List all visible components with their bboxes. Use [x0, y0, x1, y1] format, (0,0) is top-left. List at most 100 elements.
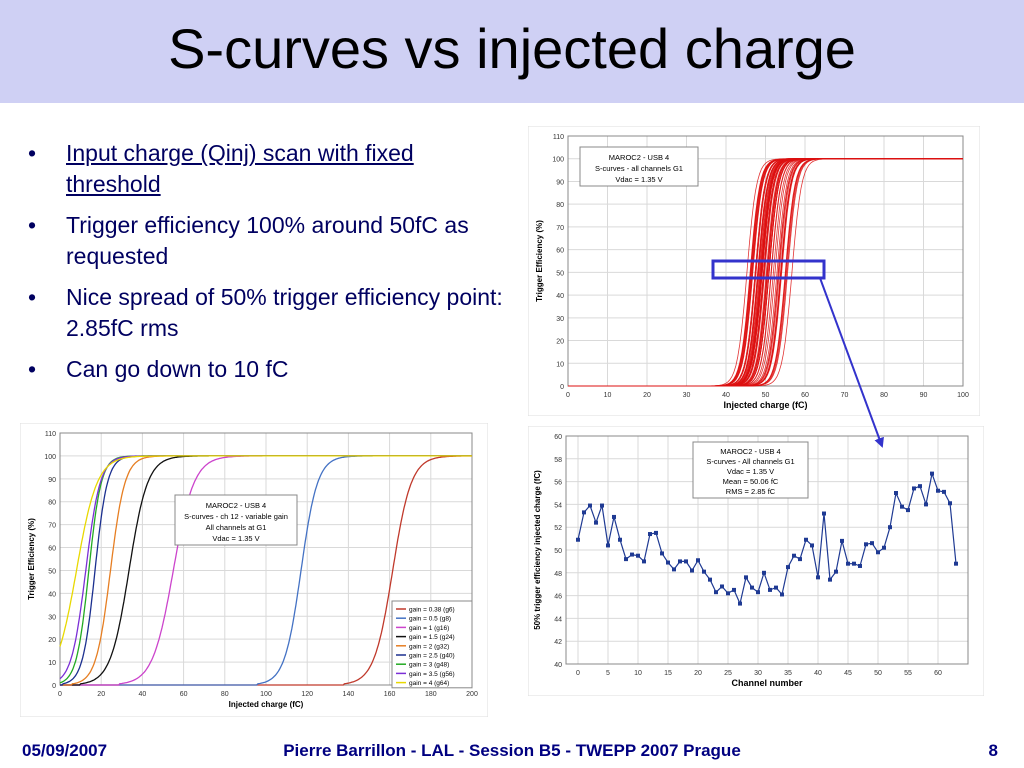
- chart-c-ytick-label: 40: [48, 591, 56, 598]
- chart-b-annotation-line: S-curves - All channels G1: [706, 457, 794, 466]
- chart-b-point: [804, 537, 808, 542]
- chart-b-point: [594, 520, 598, 525]
- chart-c-legend-label: gain = 0.38 (g6): [409, 607, 455, 614]
- chart-50pct-point-per-channel: 0 5 10 15 20 25 30 35 40 45 50 55 60 40 42 44 46 48 50 52 5…: [528, 426, 984, 696]
- chart-a-x-axis-label: Injected charge (fC): [723, 400, 807, 410]
- chart-b-point: [840, 538, 844, 543]
- chart-b-point: [660, 551, 664, 556]
- chart-a-plot-frame: [567, 135, 964, 387]
- chart-b-point: [900, 504, 904, 509]
- chart-a-ytick-label: 90: [556, 179, 564, 186]
- chart-a-ytick-label: 110: [553, 134, 564, 141]
- chart-b-ytick-label: 58: [554, 457, 562, 464]
- chart-b-xtick-labels: 0 5 10 15 20 25 30 35 40 45 50 55 60: [576, 670, 942, 677]
- chart-c-ytick-label: 20: [48, 637, 56, 644]
- chart-b-ytick-label: 44: [554, 616, 562, 623]
- chart-b-point: [756, 590, 760, 595]
- chart-c-legend-label: gain = 4 (g64): [409, 680, 449, 687]
- footer-page-number: 8: [988, 741, 998, 760]
- chart-b-point: [672, 567, 676, 572]
- chart-a-xtick-label: 30: [683, 392, 691, 399]
- chart-b-point: [822, 511, 826, 516]
- chart-a-scurve-ch63: [568, 158, 963, 387]
- chart-c-legend-label: gain = 2 (g32): [409, 643, 449, 650]
- chart-c-xtick-label: 100: [260, 691, 272, 698]
- chart-b-point: [666, 560, 670, 565]
- chart-b-point: [696, 558, 700, 563]
- chart-b-point: [906, 508, 910, 513]
- chart-b-point: [642, 559, 646, 564]
- bullet-item-qinj-scan[interactable]: Input charge (Qinj) scan with fixed thre…: [28, 138, 508, 200]
- chart-b-point: [816, 575, 820, 580]
- chart-c-annotation-line: Vdac = 1.35 V: [212, 534, 259, 543]
- chart-b-ytick-label: 50: [554, 548, 562, 555]
- chart-c-legend: gain = 0.38 (g6) gain = 0.5 (g8) gain = 1 …: [391, 600, 473, 689]
- chart-b-point: [954, 561, 958, 566]
- chart-b-annotation-line: RMS = 2.85 fC: [726, 487, 776, 496]
- chart-c-ytick-label: 0: [52, 683, 56, 690]
- chart-b-point: [684, 559, 688, 564]
- chart-b-point: [828, 577, 832, 582]
- chart-b-point: [888, 525, 892, 530]
- chart-a-ytick-label: 100: [552, 157, 564, 164]
- chart-b-series-line: [577, 471, 957, 606]
- chart-b-xtick-label: 15: [664, 670, 672, 677]
- chart-c-xtick-label: 120: [301, 691, 313, 698]
- chart-b-ytick-label: 46: [554, 594, 562, 601]
- chart-b-point: [942, 489, 946, 494]
- chart-b-point: [732, 587, 736, 592]
- chart-c-x-axis-label: Injected charge (fC): [229, 700, 304, 709]
- chart-c-xtick-label: 140: [343, 691, 355, 698]
- chart-a-ytick-labels: 0 10 20 30 40 50 60 70 80 90 100 110: [552, 134, 564, 391]
- chart-b-point: [798, 557, 802, 562]
- chart-b-point: [714, 590, 718, 595]
- chart-b-point: [678, 559, 682, 564]
- bullet-item-spread: Nice spread of 50% trigger efficiency po…: [28, 282, 508, 344]
- chart-b-point: [708, 577, 712, 582]
- chart-b-point: [690, 568, 694, 573]
- chart-b-point: [744, 575, 748, 580]
- chart-b-point: [612, 514, 616, 519]
- chart-a-annotation-line: Vdac = 1.35 V: [615, 175, 662, 184]
- chart-b-ytick-label: 40: [554, 662, 562, 669]
- chart-b-xtick-label: 10: [634, 670, 642, 677]
- chart-b-point: [600, 503, 604, 508]
- chart-c-xtick-label: 0: [58, 691, 62, 698]
- chart-b-annotation-box: MAROC2 - USB 4S-curves - All channels G1…: [692, 441, 809, 499]
- chart-c-ytick-label: 60: [48, 546, 56, 553]
- chart-c-xtick-label: 60: [180, 691, 188, 698]
- chart-b-point: [894, 491, 898, 495]
- chart-b-point: [636, 553, 640, 558]
- chart-c-ytick-label: 110: [45, 431, 56, 438]
- chart-c-ytick-label: 80: [48, 500, 56, 507]
- chart-c-legend-label: gain = 3 (g48): [409, 662, 449, 669]
- footer-date: 05/09/2007: [22, 741, 108, 760]
- chart-b-xtick-label: 0: [576, 670, 580, 677]
- chart-b-point: [912, 486, 916, 491]
- chart-b-xtick-label: 5: [606, 670, 610, 677]
- chart-b-ytick-label: 42: [554, 639, 562, 646]
- chart-a-ytick-label: 30: [556, 316, 564, 323]
- chart-b-point: [924, 502, 928, 507]
- chart-b-ytick-label: 56: [554, 480, 562, 487]
- chart-a-ytick-label: 80: [556, 202, 564, 209]
- slide-title: S-curves vs injected charge: [168, 17, 856, 80]
- chart-a-ytick-label: 70: [556, 225, 564, 232]
- bullet-list: Input charge (Qinj) scan with fixed thre…: [28, 138, 508, 395]
- chart-a-xtick-label: 80: [880, 392, 888, 399]
- chart-b-xtick-label: 25: [724, 670, 732, 677]
- chart-b-point: [834, 569, 838, 574]
- chart-b-point: [630, 552, 634, 557]
- chart-c-legend-label: gain = 1.5 (g24): [409, 634, 455, 641]
- chart-b-annotation-line: Vdac = 1.35 V: [727, 467, 774, 476]
- chart-b-point: [606, 543, 610, 548]
- chart-b-point: [720, 584, 724, 589]
- chart-c-annotation-line: MAROC2 - USB 4: [206, 501, 266, 510]
- chart-a-annotation-frame: [579, 146, 699, 187]
- chart-b-point: [582, 510, 586, 515]
- chart-a-xtick-label: 0: [566, 392, 570, 399]
- chart-b-ytick-labels: 40 42 44 46 48 50 52 54 56 58 60: [554, 434, 562, 669]
- chart-b-xtick-label: 45: [844, 670, 852, 677]
- chart-c-ytick-label: 30: [48, 614, 56, 621]
- chart-b-series: [576, 471, 958, 606]
